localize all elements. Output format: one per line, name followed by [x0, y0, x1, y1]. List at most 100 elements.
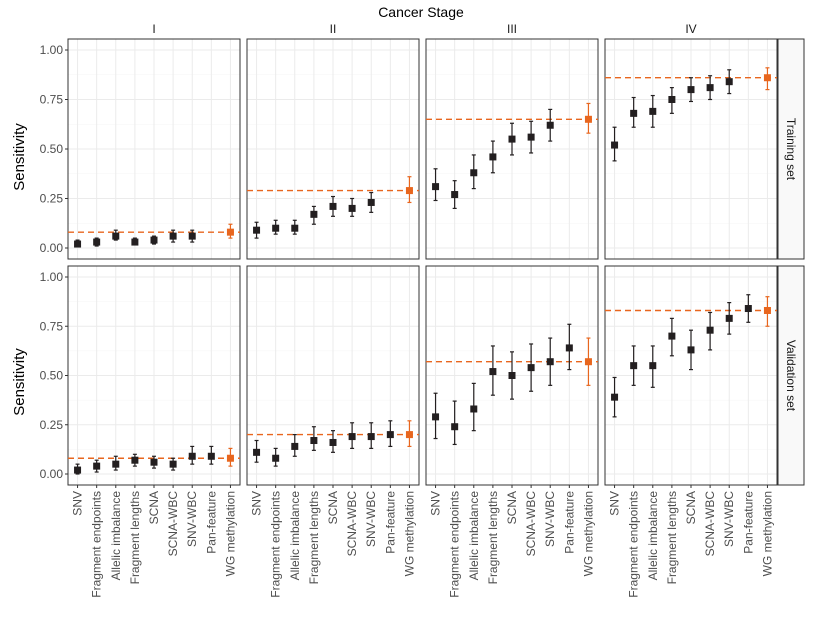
data-point-validation-set-i-allelic-imbalance: [112, 460, 120, 468]
y-tick-label-training-set: 1.00: [40, 43, 64, 57]
x-tick-label-ii-wg-methylation: WG methylation: [402, 491, 416, 576]
data-point-validation-set-iii-fragment-lengths: [489, 368, 497, 376]
data-point-validation-set-iii-pan-feature: [565, 344, 573, 352]
data-point-validation-set-ii-wg-methylation: [405, 431, 413, 439]
data-point-validation-set-iii-scna: [508, 372, 516, 379]
data-point-training-set-iv-scna-wbc: [706, 84, 714, 92]
x-tick-label-iii-fragment-endpoints: Fragment endpoints: [448, 491, 462, 598]
data-point-training-set-iii-wg-methylation: [584, 115, 592, 123]
data-point-training-set-iv-allelic-imbalance: [649, 107, 657, 115]
column-strip-label-ii: II: [330, 22, 337, 36]
data-point-validation-set-iii-snv: [432, 413, 440, 421]
x-tick-label-iv-allelic-imbalance: Allelic imbalance: [646, 491, 660, 581]
data-point-training-set-iv-snv-wbc: [725, 78, 733, 86]
data-point-training-set-i-scna: [150, 236, 158, 244]
x-tick-label-iii-snv-wbc: SNV-WBC: [543, 491, 557, 547]
row-strip-label-training-set: Training set: [784, 118, 798, 181]
data-point-validation-set-iv-wg-methylation: [763, 306, 771, 314]
data-point-validation-set-i-wg-methylation: [226, 454, 234, 462]
data-point-training-set-iv-scna: [687, 86, 695, 94]
data-point-training-set-ii-snv: [253, 226, 261, 234]
x-tick-label-ii-allelic-imbalance: Allelic imbalance: [288, 491, 302, 581]
x-tick-label-iv-fragment-lengths: Fragment lengths: [665, 491, 679, 584]
data-point-training-set-iii-allelic-imbalance: [470, 169, 478, 177]
data-point-training-set-iii-snv-wbc: [546, 121, 554, 129]
panel-training-set-ii-border: [246, 38, 420, 260]
data-point-validation-set-i-snv-wbc: [188, 452, 196, 460]
x-tick-label-iii-scna-wbc: SCNA-WBC: [524, 491, 538, 557]
data-point-training-set-i-fragment-lengths: [131, 238, 139, 246]
x-tick-label-iv-pan-feature: Pan-feature: [741, 491, 755, 554]
x-tick-label-iv-fragment-endpoints: Fragment endpoints: [627, 491, 641, 598]
data-point-training-set-iii-fragment-endpoints: [451, 191, 459, 199]
data-point-training-set-iv-fragment-endpoints: [630, 109, 638, 117]
data-point-validation-set-i-pan-feature: [207, 452, 215, 460]
data-point-validation-set-ii-fragment-lengths: [310, 437, 318, 445]
data-point-training-set-ii-scna: [329, 202, 337, 210]
x-tick-label-ii-scna-wbc: SCNA-WBC: [345, 491, 359, 557]
data-point-validation-set-iv-fragment-lengths: [668, 332, 676, 340]
x-tick-label-iii-fragment-lengths: Fragment lengths: [486, 491, 500, 584]
data-point-training-set-iii-scna-wbc: [527, 133, 535, 141]
panel-training-set-iii-border: [425, 38, 599, 260]
data-point-training-set-ii-allelic-imbalance: [291, 224, 299, 232]
x-tick-label-i-scna-wbc: SCNA-WBC: [166, 491, 180, 557]
y-tick-label-training-set: 0.75: [40, 93, 64, 107]
x-tick-label-i-snv: SNV: [71, 491, 85, 516]
x-tick-label-ii-fragment-endpoints: Fragment endpoints: [269, 491, 283, 598]
column-strip-iv: [605, 21, 777, 37]
chart-title: Cancer Stage: [378, 4, 464, 20]
y-tick-label-training-set: 0.50: [40, 142, 64, 156]
data-point-validation-set-iv-scna-wbc: [706, 326, 714, 334]
column-strip-label-iv: IV: [685, 22, 696, 36]
column-strip-i: [68, 21, 240, 37]
data-point-validation-set-iii-wg-methylation: [584, 358, 592, 366]
data-point-training-set-i-allelic-imbalance: [112, 232, 120, 240]
column-strip-iii: [426, 21, 598, 37]
column-strip-label-iii: III: [507, 22, 517, 36]
x-tick-label-iv-scna: SCNA: [684, 491, 698, 524]
data-point-training-set-ii-fragment-lengths: [310, 210, 318, 218]
data-point-training-set-iv-snv: [611, 141, 619, 149]
y-tick-label-training-set: 0.00: [40, 241, 64, 255]
data-point-validation-set-ii-pan-feature: [386, 431, 394, 439]
data-point-validation-set-iii-scna-wbc: [527, 364, 535, 372]
data-point-training-set-iii-snv: [432, 183, 440, 191]
data-point-training-set-i-snv-wbc: [188, 232, 196, 240]
data-point-training-set-i-fragment-endpoints: [93, 238, 101, 246]
row-strip-label-validation-set: Validation set: [784, 340, 798, 412]
y-axis-label-validation: Sensitivity: [11, 348, 28, 416]
x-tick-label-iii-pan-feature: Pan-feature: [562, 491, 576, 554]
data-point-training-set-i-wg-methylation: [226, 228, 234, 236]
x-tick-label-ii-fragment-lengths: Fragment lengths: [307, 491, 321, 584]
x-tick-label-i-scna: SCNA: [147, 491, 161, 524]
column-strip-ii: [247, 21, 419, 37]
x-tick-label-i-allelic-imbalance: Allelic imbalance: [109, 491, 123, 581]
x-tick-label-iii-allelic-imbalance: Allelic imbalance: [467, 491, 481, 581]
data-point-validation-set-i-snv: [74, 466, 82, 474]
y-tick-label-validation-set: 0.00: [40, 467, 64, 481]
x-tick-label-iv-snv: SNV: [608, 491, 622, 516]
x-tick-label-iii-scna: SCNA: [505, 491, 519, 524]
x-tick-label-ii-snv-wbc: SNV-WBC: [364, 491, 378, 547]
panel-training-set-iv-border: [604, 38, 778, 260]
x-tick-label-iv-wg-methylation: WG methylation: [760, 491, 774, 576]
data-point-training-set-ii-wg-methylation: [405, 187, 413, 195]
x-tick-label-iv-snv-wbc: SNV-WBC: [722, 491, 736, 547]
x-tick-label-i-fragment-lengths: Fragment lengths: [128, 491, 142, 584]
x-tick-label-iii-wg-methylation: WG methylation: [581, 491, 595, 576]
data-point-training-set-iv-fragment-lengths: [668, 96, 676, 103]
y-tick-label-validation-set: 1.00: [40, 270, 64, 284]
data-point-training-set-iii-scna: [508, 135, 516, 143]
data-point-training-set-ii-scna-wbc: [348, 204, 356, 212]
row-strip-training-set: [777, 38, 805, 260]
data-point-validation-set-iv-scna: [687, 346, 695, 354]
x-tick-label-ii-pan-feature: Pan-feature: [383, 491, 397, 554]
data-point-validation-set-i-fragment-endpoints: [93, 462, 101, 470]
x-tick-label-ii-scna: SCNA: [326, 491, 340, 524]
x-tick-label-i-pan-feature: Pan-feature: [204, 491, 218, 554]
data-point-training-set-i-scna-wbc: [169, 232, 177, 240]
data-point-training-set-i-snv: [74, 240, 82, 248]
